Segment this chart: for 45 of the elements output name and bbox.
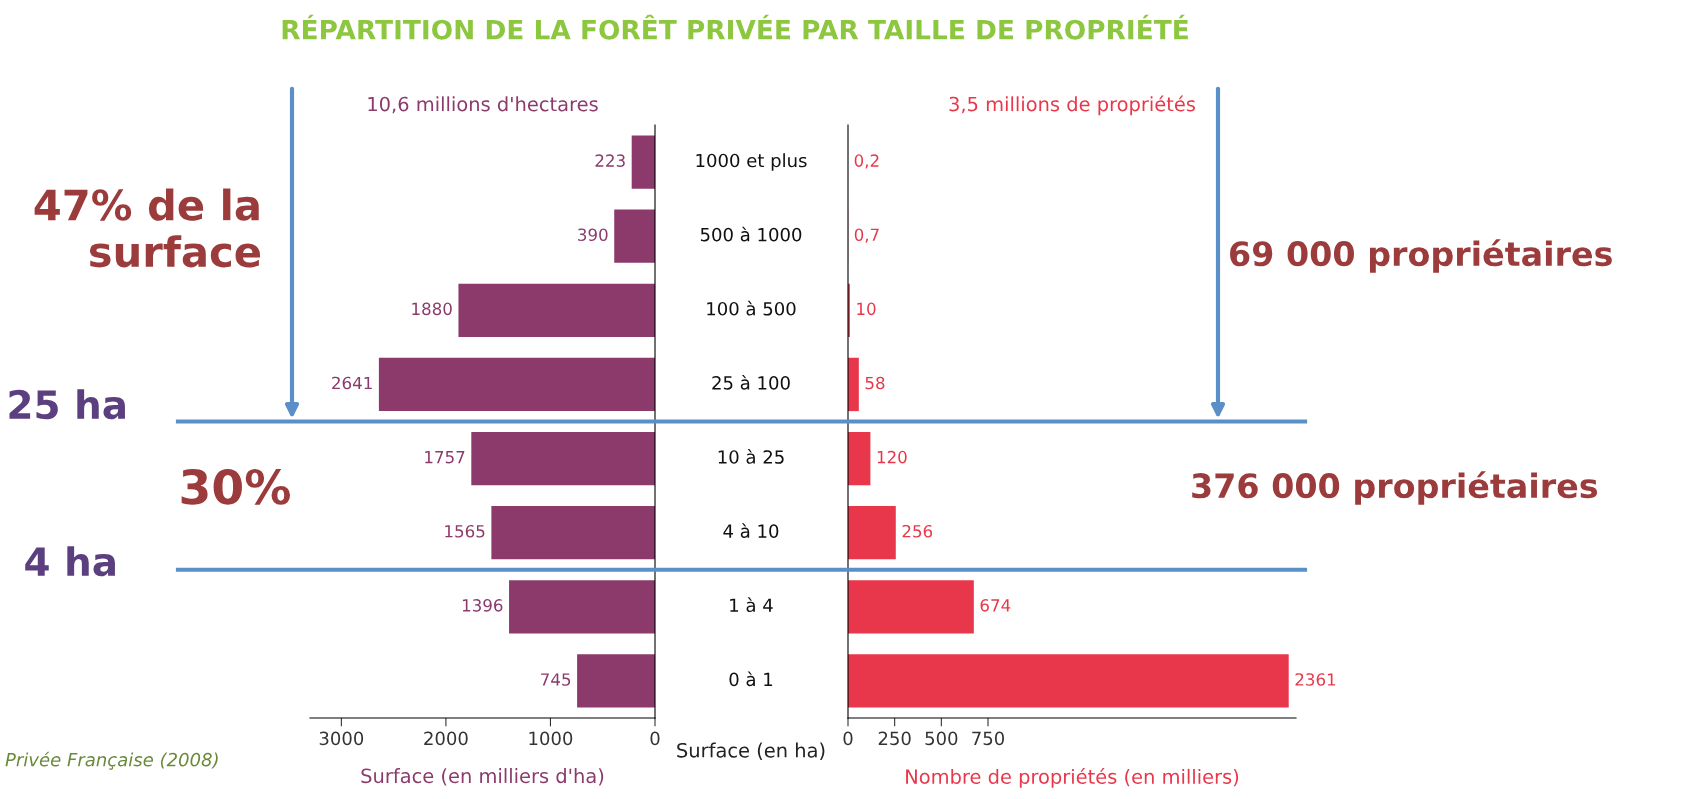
x-axis-title: Surface (en milliers d'ha) bbox=[361, 768, 604, 786]
x-tick-label: 750 bbox=[972, 731, 1005, 746]
text: 25 ha bbox=[9, 389, 125, 420]
y-tick-label: 1000 et plus bbox=[696, 153, 807, 171]
y-tick-label: 100 à 500 bbox=[707, 300, 796, 316]
data-label: 256 bbox=[902, 524, 933, 538]
text: 47% de la surface bbox=[34, 188, 260, 268]
x-tick-label: 0 bbox=[650, 731, 660, 746]
y-tick-label: 500 à 1000 bbox=[700, 226, 802, 242]
data-label: 120 bbox=[877, 450, 907, 464]
data-label: 1565 bbox=[445, 524, 485, 538]
data-label: 2641 bbox=[332, 376, 372, 390]
y-tick-label: 25 à 100 bbox=[712, 374, 790, 390]
data-label: 1396 bbox=[462, 599, 503, 612]
data-label: 0,7 bbox=[854, 228, 879, 243]
x-axis-title: Nombre de propriétés (en milliers) bbox=[906, 768, 1239, 788]
data-label: 10 bbox=[857, 302, 876, 316]
x-tick-label: 3000 bbox=[319, 731, 364, 746]
x-tick-label: 0 bbox=[843, 731, 853, 746]
y-tick-label: 0 à 1 bbox=[729, 671, 773, 687]
annotation: 376 000 propriétaires bbox=[1192, 471, 1598, 505]
data-label: 0,2 bbox=[854, 154, 879, 169]
chart-subtitle: 10,6 millions d'hectares bbox=[368, 96, 598, 114]
text: Privée Française (2008) bbox=[5, 751, 218, 770]
data-label: 390 bbox=[578, 228, 608, 242]
data-label: 58 bbox=[865, 376, 885, 390]
text: 30% bbox=[181, 468, 291, 505]
x-tick-label: 250 bbox=[878, 731, 911, 746]
data-label: 745 bbox=[541, 673, 571, 686]
data-label: 223 bbox=[595, 154, 625, 167]
text: 4 ha bbox=[25, 546, 115, 577]
data-label: 1880 bbox=[412, 302, 452, 316]
y-axis-title: Surface (en ha) bbox=[677, 742, 825, 760]
x-tick-label: 1000 bbox=[529, 731, 573, 746]
annotation: 69 000 propriétaires bbox=[1230, 239, 1612, 273]
y-tick-label: 1 à 4 bbox=[730, 597, 773, 613]
data-label: 1757 bbox=[425, 451, 465, 464]
x-tick-label: 500 bbox=[925, 731, 958, 746]
y-tick-label: 4 à 10 bbox=[723, 523, 779, 538]
chart-subtitle: 3,5 millions de propriétés bbox=[949, 95, 1195, 116]
data-label: 2361 bbox=[1295, 673, 1336, 686]
y-tick-label: 10 à 25 bbox=[718, 449, 784, 464]
data-label: 674 bbox=[980, 599, 1011, 612]
x-tick-label: 2000 bbox=[424, 731, 468, 746]
text: RÉPARTITION DE LA FORÊT PRIVÉE PAR TAILLE DE PROPRIÉTÉ bbox=[282, 14, 1188, 40]
